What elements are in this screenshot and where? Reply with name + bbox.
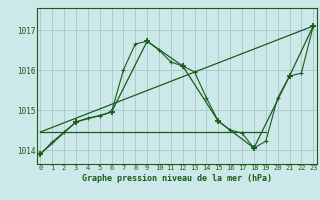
X-axis label: Graphe pression niveau de la mer (hPa): Graphe pression niveau de la mer (hPa): [82, 174, 272, 183]
